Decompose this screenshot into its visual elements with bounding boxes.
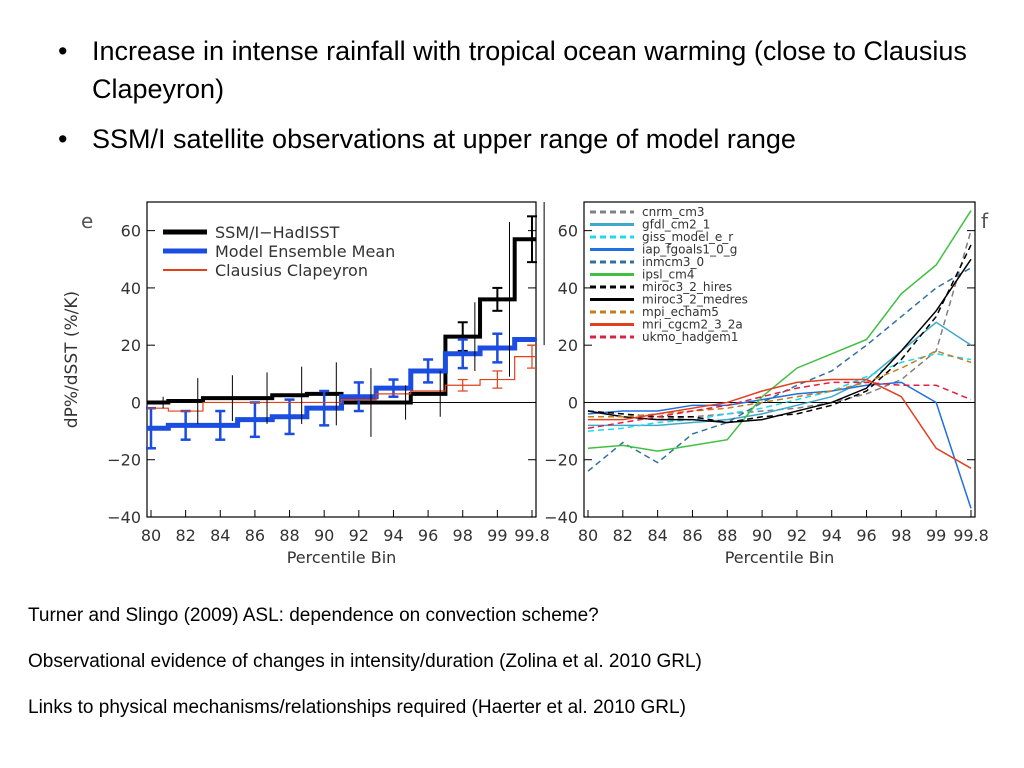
series-mri-cgcm2-3-2a [587, 378, 972, 469]
legend-label: mpi_echam5 [642, 305, 719, 319]
x-tick-label: 80 [578, 526, 598, 545]
series-line [587, 258, 972, 424]
x-tick-label: 84 [647, 526, 667, 545]
y-tick-label: 20 [558, 336, 578, 355]
x-tick-label: 96 [418, 526, 438, 545]
x-axis-label: Percentile Bin [287, 548, 397, 567]
panel-label: f [981, 209, 989, 233]
legend-label: mri_cgcm2_3_2a [642, 318, 743, 332]
y-tick-label: −40 [107, 508, 141, 527]
x-tick-label: 92 [787, 526, 807, 545]
figure-panels: −40 −20 0 20 40 60 80 82 84 86 88 90 92 94 96 98 99 99.8 P… [62, 201, 989, 567]
series-line [587, 210, 972, 452]
x-tick-label: 88 [279, 526, 299, 545]
note-line: Turner and Slingo (2009) ASL: dependence… [28, 605, 599, 626]
y-tick-label: 0 [131, 393, 141, 412]
x-tick-label: 98 [891, 526, 911, 545]
series-line [588, 350, 972, 418]
x-tick-label: 96 [856, 526, 876, 545]
series-model-ensemble-mean [146, 332, 537, 450]
x-axis-label: Percentile Bin [725, 548, 835, 567]
series-line [587, 381, 972, 429]
series-line [588, 321, 972, 427]
bullet-text: SSM/I satellite observations at upper ra… [92, 124, 796, 154]
y-axis-label: dP%/dSST (%/K) [62, 291, 82, 428]
legend-label: iap_fgoals1_0_g [642, 243, 737, 257]
legend-label: gfdl_cm2_1 [642, 218, 710, 232]
legend: cnrm_cm3gfdl_cm2_1giss_model_e_riap_fgoa… [590, 205, 748, 344]
x-tick-label: 86 [245, 526, 265, 545]
x-tick-label: 99.8 [953, 526, 989, 545]
series-ipsl-cm4 [587, 210, 972, 452]
y-tick-label: 20 [121, 336, 141, 355]
plot-frame [583, 201, 976, 518]
legend-label: miroc3_2_hires [642, 280, 732, 294]
series-iap-fgoals1-0-g [587, 381, 972, 509]
bullet-dot: • [58, 124, 68, 154]
series-giss-model-e-r [587, 353, 972, 432]
series-line [588, 378, 972, 469]
series-step-line [147, 356, 536, 412]
series-step-line [147, 336, 536, 431]
legend-label: giss_model_e_r [642, 230, 733, 244]
legend-label: ukmo_hadgem1 [642, 330, 739, 344]
legend-label: inmcm3_0 [642, 255, 704, 269]
bullet-dot: • [58, 36, 68, 66]
legend-label: Clausius Clapeyron [215, 261, 368, 280]
x-tick-label: 99.8 [514, 526, 550, 545]
plot-frame [146, 201, 537, 518]
legend-label: ipsl_cm4 [642, 268, 694, 282]
y-tick-label: 0 [568, 393, 578, 412]
legend-label: cnrm_cm3 [642, 205, 705, 219]
note-line: Observational evidence of changes in int… [28, 651, 702, 672]
x-tick-label: 98 [453, 526, 473, 545]
chart-panel-f: −40 −20 0 20 40 60 80 82 84 86 88 90 92 94 96 98 99 99.8 P… [544, 201, 989, 567]
y-tick-label: 60 [558, 222, 578, 241]
x-tick-label: 84 [210, 526, 230, 545]
y-tick-label: 40 [121, 279, 141, 298]
bullet-item: • Increase in intense rainfall with tropi… [52, 32, 1012, 108]
x-tick-label: 99 [487, 526, 507, 545]
x-tick-label: 90 [752, 526, 772, 545]
x-tick-label: 90 [314, 526, 334, 545]
x-tick-label: 94 [383, 526, 403, 545]
x-tick-label: 92 [349, 526, 369, 545]
x-tick-label: 80 [141, 526, 161, 545]
x-tick-label: 86 [682, 526, 702, 545]
note-line: Links to physical mechanisms/relationshi… [28, 697, 686, 718]
x-tick-label: 88 [717, 526, 737, 545]
chart-panel-e: −40 −20 0 20 40 60 80 82 84 86 88 90 92 94 96 98 99 99.8 P… [62, 201, 550, 567]
x-tick-label: 94 [822, 526, 842, 545]
y-tick-label: −40 [544, 508, 578, 527]
series-line [587, 353, 972, 432]
x-tick-label: 82 [613, 526, 633, 545]
panel-label: e [81, 209, 93, 233]
legend-label: Model Ensemble Mean [215, 242, 395, 261]
legend-label: miroc3_2_medres [642, 293, 748, 307]
bullet-text: Increase in intense rainfall with tropic… [92, 36, 967, 104]
series-ukmo-hadgem1 [587, 381, 972, 429]
x-tick-label: 82 [175, 526, 195, 545]
bullet-item: • SSM/I satellite observations at upper r… [52, 120, 1012, 158]
series-mpi-echam5 [587, 350, 972, 418]
series-line [587, 381, 972, 509]
y-tick-label: −20 [544, 451, 578, 470]
x-tick-label: 99 [926, 526, 946, 545]
bullet-list: • Increase in intense rainfall with tropi… [52, 32, 1012, 170]
series-clausius-clapeyron [147, 344, 537, 412]
obs-error-bars [162, 202, 545, 437]
y-tick-label: −20 [107, 451, 141, 470]
notes: Turner and Slingo (2009) ASL: dependence… [28, 604, 1008, 742]
y-tick-label: 40 [558, 279, 578, 298]
y-tick-label: 60 [121, 222, 141, 241]
legend-label: SSM/I−HadISST [215, 223, 340, 242]
